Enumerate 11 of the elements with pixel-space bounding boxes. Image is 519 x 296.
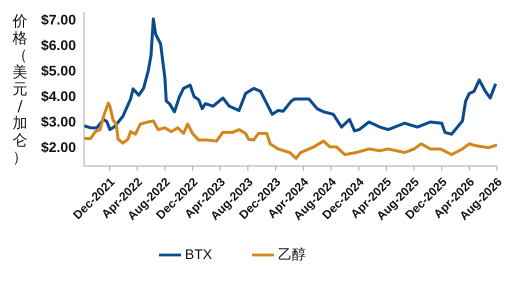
line-series <box>84 102 497 160</box>
legend-label: 乙醇 <box>278 246 306 262</box>
y-tick-label: $5.00 <box>40 62 76 79</box>
y-tick-label: $7.00 <box>40 12 76 28</box>
line-series <box>84 17 497 136</box>
legend-label: BTX <box>184 246 212 262</box>
text: 价格（美元/加仑） <box>12 12 28 166</box>
y-tick-label: $3.00 <box>40 113 76 130</box>
y-tick-label: $6.00 <box>40 37 76 54</box>
y-tick-label: $2.00 <box>40 138 76 155</box>
y-tick-label: $4.00 <box>40 88 76 104</box>
